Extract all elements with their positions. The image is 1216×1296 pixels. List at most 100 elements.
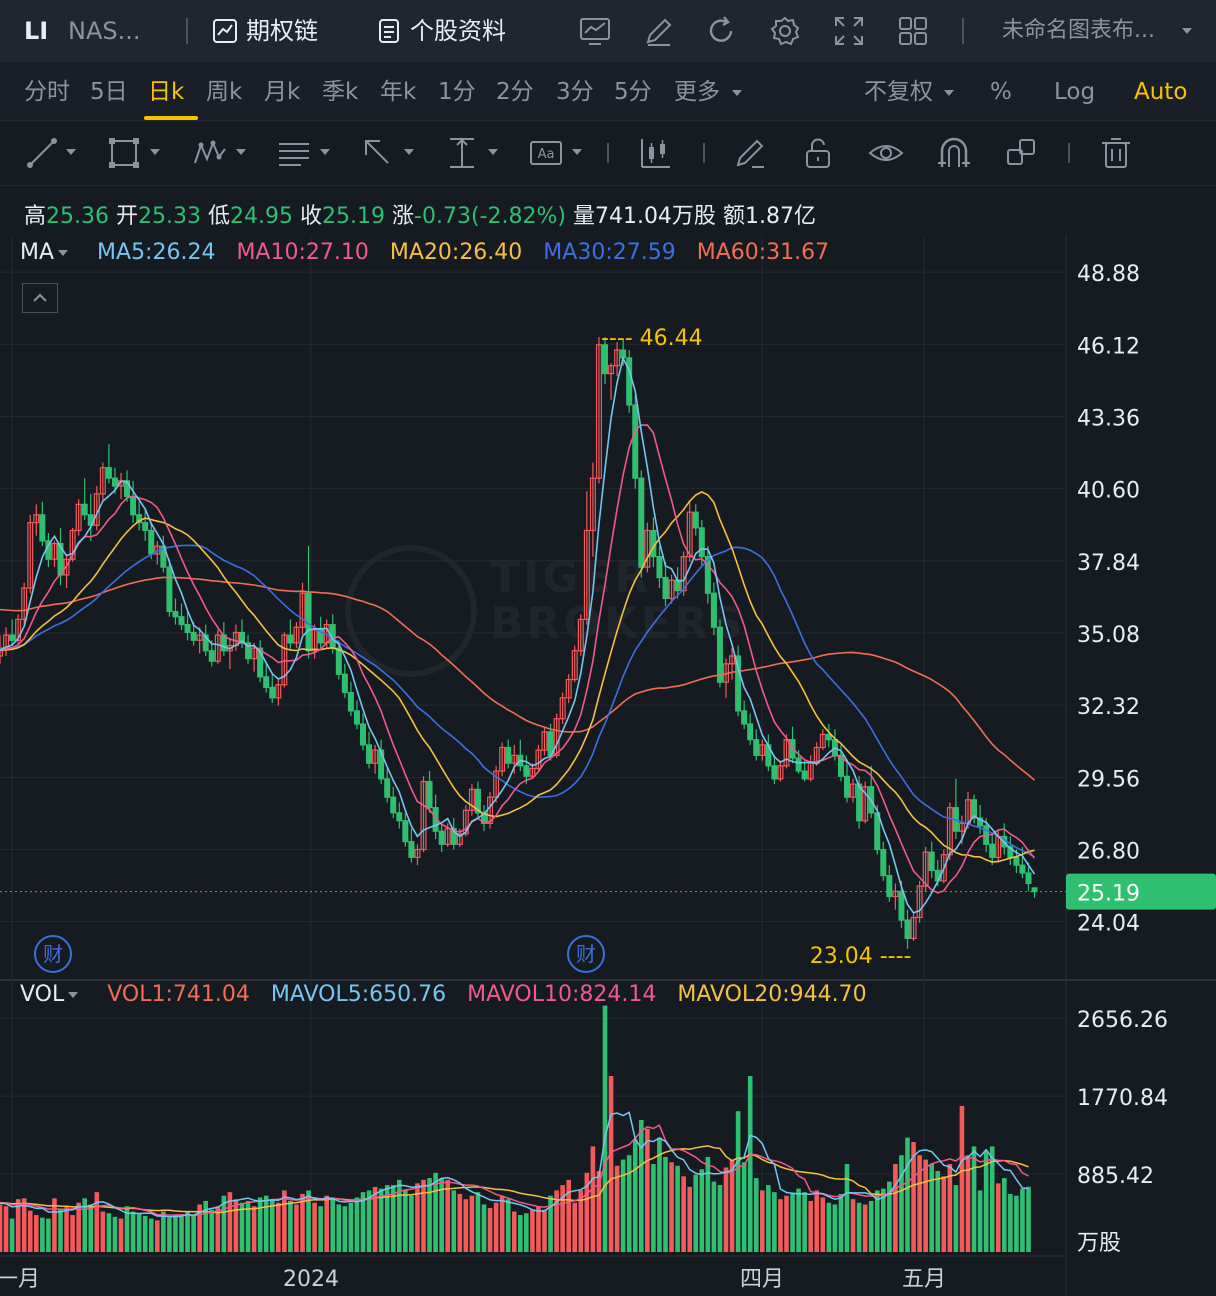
candle-body <box>9 634 16 641</box>
layers-icon[interactable] <box>1004 135 1040 171</box>
volume-bar <box>155 1220 160 1252</box>
candle-body <box>456 833 463 845</box>
chart-indicator-icon[interactable] <box>578 14 612 48</box>
candle-body <box>577 618 584 652</box>
refresh-icon[interactable] <box>704 14 738 48</box>
ticker-symbol[interactable]: LI <box>24 17 49 45</box>
collapse-button[interactable] <box>22 283 58 313</box>
pencil-icon[interactable] <box>732 135 768 171</box>
period-tab[interactable]: 周k <box>206 79 243 105</box>
candle-body <box>777 765 784 780</box>
percent-toggle[interactable]: % <box>990 79 1012 105</box>
text-tool-icon[interactable]: Aa <box>528 135 564 171</box>
chevron-down-icon[interactable] <box>320 149 330 155</box>
volume-bar <box>269 1199 275 1252</box>
line-tool-icon[interactable] <box>24 135 60 171</box>
log-toggle[interactable]: Log <box>1054 79 1096 105</box>
candle-body <box>111 477 118 487</box>
period-tab[interactable]: 分时 <box>24 79 70 105</box>
ma-indicator-dropdown[interactable]: MA <box>20 240 55 265</box>
candle-body <box>372 749 379 764</box>
volume-bar <box>657 1137 662 1252</box>
pattern-tool-icon[interactable] <box>192 135 228 171</box>
candle-style-icon[interactable] <box>638 135 674 171</box>
fullscreen-icon[interactable] <box>832 14 866 48</box>
candle-body <box>801 770 808 780</box>
period-tab[interactable]: 5分 <box>614 79 652 105</box>
candle-body <box>124 480 131 498</box>
rectangle-tool-icon[interactable] <box>106 135 142 171</box>
volume-bar <box>475 1192 481 1252</box>
period-tab[interactable]: 月k <box>264 79 301 105</box>
exchange-label[interactable]: NAS... <box>68 17 141 45</box>
chevron-down-icon[interactable] <box>404 149 414 155</box>
volume-bar <box>505 1199 511 1252</box>
volume-bar <box>530 1209 535 1252</box>
period-tab[interactable]: 5日 <box>90 79 128 105</box>
mavol5-line <box>0 1111 1029 1218</box>
period-tab[interactable]: 季k <box>322 79 359 105</box>
measure-tool-icon[interactable] <box>444 135 480 171</box>
volume-bar <box>862 1204 868 1252</box>
chevron-down-icon[interactable] <box>572 149 582 155</box>
grid-layout-icon[interactable] <box>896 14 930 48</box>
edit-icon[interactable] <box>642 14 676 48</box>
volume-bar <box>578 1190 584 1252</box>
volume-bar <box>511 1211 517 1252</box>
fibonacci-tool-icon[interactable] <box>276 135 312 171</box>
high-annotation: ---- 46.44 <box>601 326 703 351</box>
earnings-badge[interactable]: 财 <box>34 935 72 973</box>
volume-bar <box>366 1190 372 1252</box>
period-tab[interactable]: 年k <box>380 79 417 105</box>
candle-body <box>15 618 22 641</box>
volume-bar <box>348 1202 354 1252</box>
eye-icon[interactable] <box>868 135 904 171</box>
high-value: 25.36 <box>46 204 109 229</box>
adjust-dropdown[interactable]: 不复权 <box>864 79 933 105</box>
trash-icon[interactable] <box>1098 135 1134 171</box>
earnings-badge[interactable]: 财 <box>567 935 605 973</box>
chevron-down-icon[interactable] <box>66 149 76 155</box>
period-tab[interactable]: 3分 <box>556 79 594 105</box>
candle-body <box>608 365 615 375</box>
candle-body <box>922 851 929 887</box>
volume-bar <box>760 1190 765 1252</box>
chevron-down-icon[interactable] <box>150 149 160 155</box>
period-tab[interactable]: 2分 <box>496 79 534 105</box>
volume-bar <box>893 1164 898 1252</box>
auto-toggle[interactable]: Auto <box>1134 79 1188 105</box>
volume-bar <box>772 1192 777 1252</box>
volume-bar <box>923 1159 928 1252</box>
gear-icon[interactable] <box>768 14 802 48</box>
chart-layout-dropdown[interactable]: 未命名图表布... <box>1002 18 1155 43</box>
candle-body <box>850 783 857 798</box>
candle-body <box>178 616 185 626</box>
candle-body <box>378 749 385 780</box>
period-tab[interactable]: 更多 <box>674 79 720 105</box>
volume-tick-label: 885.42 <box>1077 1164 1154 1189</box>
volume-bar <box>626 1155 632 1252</box>
chevron-down-icon[interactable] <box>236 149 246 155</box>
chevron-down-icon[interactable] <box>488 149 498 155</box>
period-tab[interactable]: 日k <box>148 79 185 105</box>
low-annotation: 23.04 ---- <box>810 944 912 969</box>
arrow-tool-icon[interactable] <box>360 135 396 171</box>
chevron-down-icon[interactable] <box>944 90 954 96</box>
volume-bar <box>941 1176 947 1252</box>
volume-bar <box>306 1190 311 1252</box>
chevron-down-icon[interactable] <box>68 992 79 998</box>
candle-body <box>263 676 270 688</box>
volume-bar <box>403 1190 408 1252</box>
vol-indicator-dropdown[interactable]: VOL <box>20 982 65 1007</box>
chevron-down-icon[interactable] <box>732 90 742 96</box>
volume-bar <box>106 1213 112 1252</box>
chevron-down-icon[interactable] <box>58 250 69 256</box>
unlock-icon[interactable] <box>800 135 836 171</box>
candle-body <box>553 718 560 756</box>
volume-bar <box>100 1211 106 1252</box>
candle-body <box>529 767 536 777</box>
magnet-icon[interactable] <box>936 135 972 171</box>
candle-body <box>807 762 814 780</box>
period-tab[interactable]: 1分 <box>438 79 476 105</box>
